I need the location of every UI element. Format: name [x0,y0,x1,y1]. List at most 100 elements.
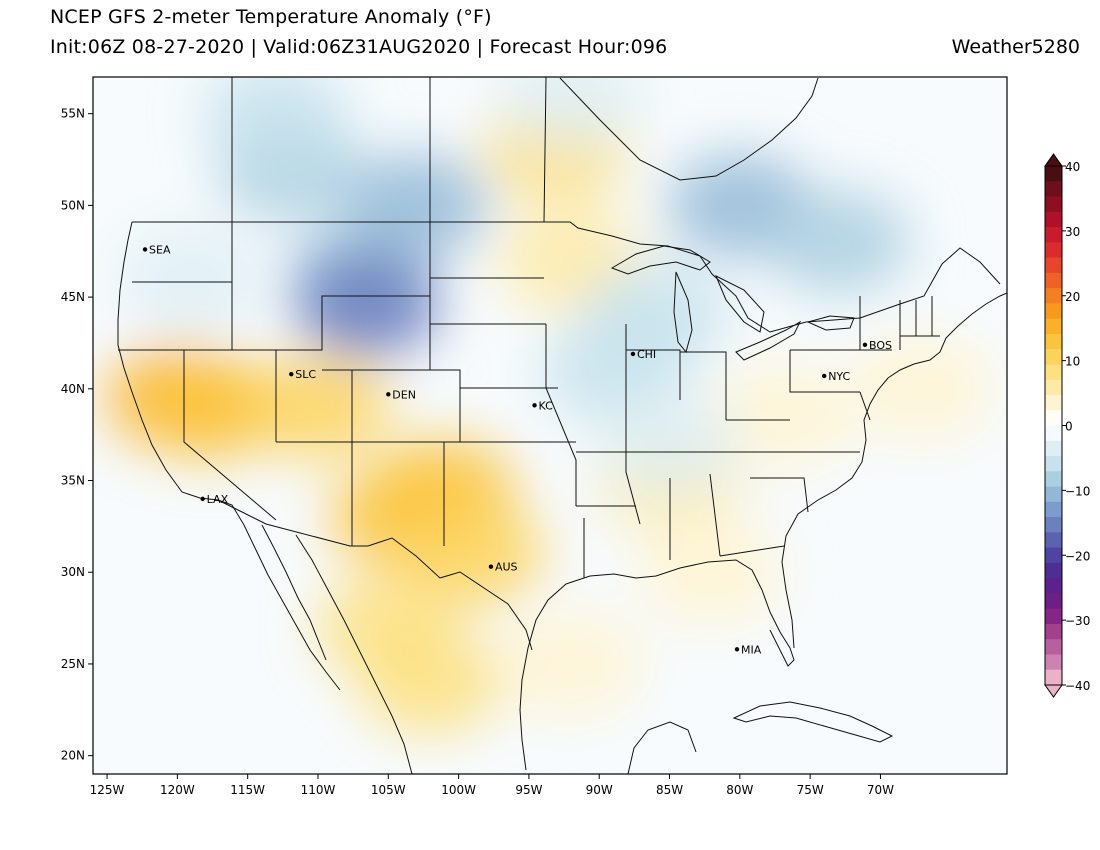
colorbar-segment [1045,364,1062,381]
colorbar-segment [1045,440,1062,457]
longitude-axis: 125W 120W 115W 110W 105W 100W 95W 90W 85W 80W 75W 7… [90,774,894,797]
city-dot [386,392,391,397]
colorbar-bottom-arrow [1044,684,1063,698]
city-dot [142,247,148,252]
colorbar-tick-label: 20 [1065,290,1080,304]
city-dot [734,647,740,652]
lat-tick-label: 20N [61,749,85,763]
colorbar-tick-label: 10 [1065,355,1080,369]
great-lake-ontario [806,315,855,331]
lat-tick-label: 50N [61,198,85,212]
anomaly-region [295,254,440,359]
colorbar-segment [1045,288,1062,304]
anomaly-region [400,501,545,606]
colorbar-segment [1045,593,1062,610]
colorbar-segment [1045,227,1062,243]
lon-tick-label: 125W [90,783,125,797]
city-dot [532,403,537,408]
map-title: NCEP GFS 2-meter Temperature Anomaly (°F… [50,6,492,28]
us-canada-border [132,221,1001,333]
colorbar-segment [1045,517,1062,533]
city-dot [630,351,636,357]
anomaly-region [639,520,784,625]
anomaly-region [119,226,264,331]
colorbar-tick-label: −40 [1065,679,1090,693]
anomaly-region [245,355,390,460]
baja-gulf-coast [261,524,327,661]
colorbar-segment [1045,211,1062,228]
lon-tick-label: 105W [371,783,406,797]
city-dot [289,371,294,377]
lon-tick-label: 110W [301,783,336,797]
colorbar-segment [1045,669,1062,686]
lon-tick-label: 120W [160,783,195,797]
colorbar-segment [1045,272,1062,289]
city-label: NYC [828,370,850,383]
city-label: SLC [295,368,316,381]
colorbar-segment [1045,456,1062,472]
gulf-coastline [519,559,795,771]
great-lake-erie [735,320,802,361]
lon-tick-label: 115W [230,783,265,797]
colorbar-segment [1045,501,1062,518]
anomaly-region [710,364,855,469]
colorbar-segment [1045,166,1062,182]
cuba-outline [732,701,894,743]
lon-tick-label: 80W [726,783,753,797]
colorbar-segment [1045,578,1062,594]
state-lines [118,222,940,578]
colorbar-top-arrow [1044,153,1063,167]
great-lake-superior [610,245,711,275]
colorbar-segment [1045,532,1062,549]
hudson-bay-coast [559,77,819,181]
anomaly-region [344,153,489,258]
colorbar-tick-label: 40 [1065,160,1080,174]
city-label: SEA [149,243,171,256]
colorbar-segment [1045,410,1062,426]
city-dot [488,564,494,569]
colorbar-tick-label: −20 [1065,549,1090,563]
lon-tick-label: 70W [867,783,894,797]
colorbar-tick-label: 30 [1065,225,1080,239]
city-dot [862,342,868,347]
colorbar-segment [1045,333,1062,350]
colorbar-segment [1045,562,1062,579]
mexico-west-coast [295,534,413,774]
colorbar-segment [1045,318,1062,335]
city-label: AUS [495,561,518,574]
colorbar-segment [1045,547,1062,564]
colorbar-segment [1045,242,1062,258]
us-mexico-border [217,499,533,651]
map-frame [92,76,1008,775]
lat-tick-label: 35N [61,474,85,488]
city-dot [200,496,205,502]
colorbar-segment [1045,486,1062,503]
anomaly-region [140,355,285,460]
latitude-axis: 55N 50N 45N 40N 35N 30N 25N 20N [61,107,93,763]
colorbar-segment [1045,349,1062,365]
lat-tick-label: 40N [61,382,85,396]
colorbar-segment [1045,257,1062,274]
lon-tick-label: 100W [441,783,476,797]
anomaly-region [203,77,348,166]
city-label: LAX [207,493,229,506]
east-coastline [781,292,1007,649]
colorbar-tick-label: −10 [1065,484,1090,498]
city-label: KC [539,399,554,412]
anomaly-region [850,336,995,441]
colorbar-segment [1045,425,1062,442]
city-markers: SEA SLC DEN KC CHI NYC BOS LAX AUS MIA [142,243,892,656]
city-dot [822,373,827,379]
boundaries [117,77,1007,774]
lon-tick-label: 75W [797,783,824,797]
great-lake-huron [715,274,765,333]
lon-tick-label: 90W [586,783,613,797]
anomaly-region [499,77,644,148]
colorbar-segment [1045,654,1062,671]
colorbar-segment [1045,471,1062,487]
colorbar-segment [1045,303,1062,320]
canada-province-lines [231,77,547,223]
colorbar-segment [1045,608,1062,625]
lat-tick-label: 30N [61,565,85,579]
